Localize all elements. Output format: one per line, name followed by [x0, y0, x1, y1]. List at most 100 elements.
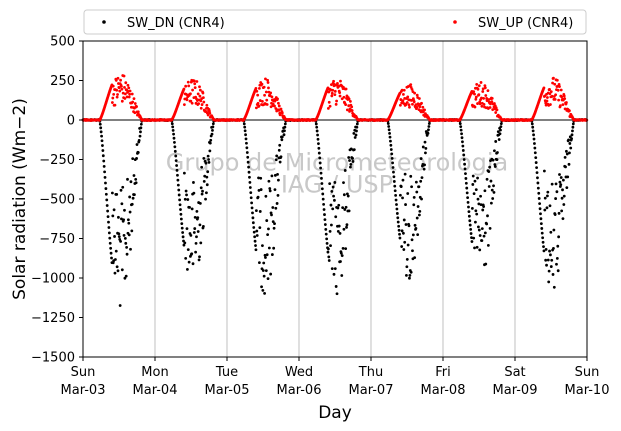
data-point	[199, 241, 203, 245]
data-point	[131, 100, 135, 104]
data-point	[422, 167, 426, 171]
data-point	[207, 158, 210, 161]
data-point	[99, 126, 103, 130]
x-axis-ticks: Sun Mar-03 Mon Mar-04 Tue Mar-05 Wed Mar-06 Thu M…	[61, 357, 609, 398]
data-point	[467, 205, 470, 209]
data-point	[391, 161, 394, 165]
data-point	[347, 97, 351, 101]
y-tick-label: 250	[50, 74, 75, 89]
data-point	[102, 159, 106, 163]
data-point	[104, 181, 107, 185]
data-point	[337, 224, 341, 228]
data-point	[557, 82, 561, 86]
data-point	[474, 95, 478, 99]
data-point	[336, 230, 340, 233]
data-point	[389, 148, 393, 151]
data-point	[334, 285, 338, 288]
data-point	[267, 246, 271, 250]
data-point	[115, 88, 119, 92]
data-point	[109, 246, 113, 250]
data-point	[550, 94, 554, 98]
data-point	[558, 180, 562, 184]
data-point	[199, 99, 203, 103]
data-point	[191, 262, 195, 266]
data-point	[105, 204, 109, 207]
data-point	[123, 276, 127, 280]
data-point	[274, 206, 278, 210]
data-point	[404, 223, 408, 226]
data-point	[326, 247, 330, 251]
data-point	[268, 187, 272, 190]
data-point	[122, 233, 126, 237]
data-point	[489, 179, 493, 183]
data-point	[336, 206, 340, 210]
data-point	[417, 97, 421, 100]
data-point	[112, 92, 116, 96]
x-tick-weekday: Fri	[435, 365, 451, 380]
data-point	[466, 200, 470, 204]
data-point	[497, 138, 501, 141]
data-point	[478, 102, 482, 106]
data-point	[338, 94, 342, 98]
data-point	[542, 245, 545, 249]
data-point	[555, 190, 559, 194]
data-point	[398, 236, 402, 240]
data-point	[318, 161, 322, 165]
data-point	[401, 196, 404, 200]
data-point	[341, 247, 345, 250]
x-tick-weekday: Sun	[71, 365, 96, 380]
data-point	[320, 187, 324, 191]
y-tick-label: 0	[67, 114, 75, 129]
data-point	[499, 128, 502, 132]
data-point	[402, 92, 405, 96]
data-point	[328, 230, 332, 233]
data-point	[349, 147, 353, 151]
data-point	[274, 158, 278, 162]
data-point	[542, 249, 546, 253]
data-point	[265, 219, 269, 222]
data-point	[197, 258, 201, 262]
data-point	[407, 103, 411, 107]
x-tick-date: Mar-07	[349, 383, 394, 398]
data-point	[250, 206, 254, 210]
data-point	[412, 100, 416, 104]
data-point	[320, 176, 323, 180]
data-point	[255, 229, 259, 233]
data-point	[100, 139, 104, 143]
data-point	[419, 179, 423, 183]
grid-lines	[154, 41, 516, 357]
data-point	[280, 135, 284, 139]
data-point	[202, 100, 206, 104]
data-point	[347, 209, 351, 213]
data-point	[114, 79, 118, 82]
data-point	[565, 149, 568, 153]
data-point	[125, 252, 129, 256]
data-point	[482, 234, 486, 238]
data-point	[474, 209, 478, 213]
data-point	[266, 233, 270, 237]
data-point	[283, 129, 286, 133]
data-point	[413, 256, 417, 260]
data-point	[278, 143, 282, 147]
data-point	[276, 193, 280, 197]
data-point	[333, 267, 337, 271]
data-point	[129, 247, 132, 251]
data-point	[536, 176, 539, 180]
data-point	[264, 90, 268, 94]
watermark-line-1: Grupo de Micrometeorologia	[166, 149, 508, 177]
data-point	[408, 105, 411, 109]
data-point	[563, 97, 567, 101]
x-tick-weekday: Sat	[504, 365, 525, 380]
data-point	[566, 175, 570, 179]
data-point	[342, 181, 345, 185]
data-point	[556, 269, 560, 273]
data-point	[477, 84, 481, 88]
y-axis-ticks: 500 250 0 −250 −500 −750 −1000 −1250 −1500	[31, 35, 83, 366]
data-point	[195, 235, 198, 239]
data-point	[123, 236, 127, 240]
data-point	[101, 144, 104, 147]
data-point	[547, 280, 551, 284]
data-point	[483, 231, 487, 235]
data-point	[193, 227, 197, 230]
